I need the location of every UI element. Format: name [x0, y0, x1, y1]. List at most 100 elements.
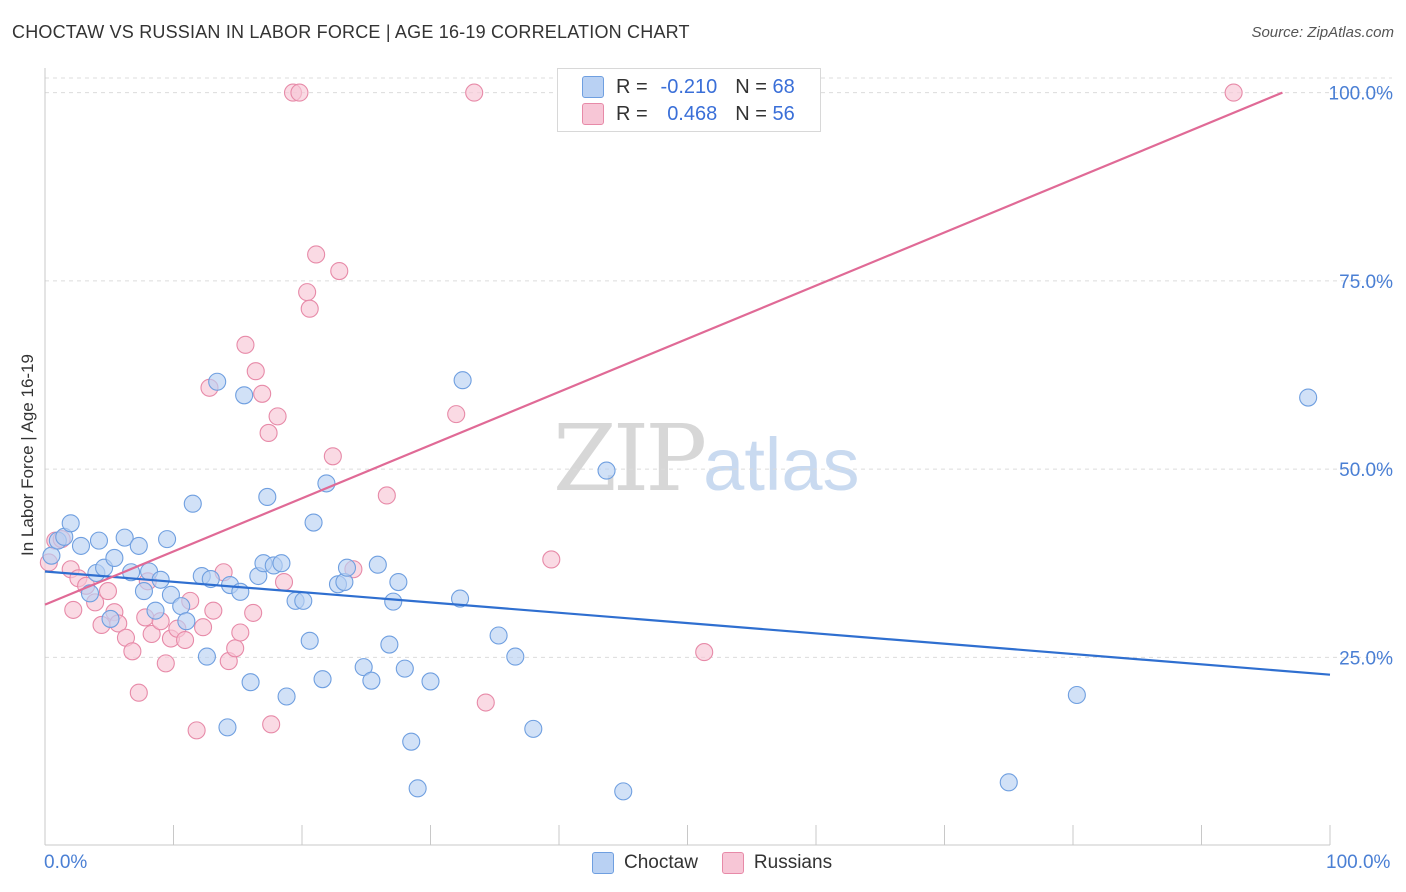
russians-point	[300, 299, 319, 318]
legend-r-label: R =	[616, 75, 648, 98]
russians-point	[298, 283, 317, 302]
choctaw-point	[197, 647, 216, 666]
choctaw-point	[218, 718, 237, 737]
choctaw-point	[134, 582, 153, 601]
choctaw-point	[300, 631, 319, 650]
choctaw-point	[408, 779, 427, 798]
russians-point	[447, 405, 466, 424]
russians-point	[290, 83, 309, 102]
russians-swatch	[582, 103, 604, 125]
choctaw-point	[208, 372, 227, 391]
russians-point	[259, 423, 278, 442]
russians-point	[204, 601, 223, 620]
choctaw-point	[506, 647, 525, 666]
russians-point	[123, 642, 142, 661]
russians-r-value: 0.468	[667, 102, 718, 125]
russians-point	[236, 335, 255, 354]
choctaw-point	[177, 612, 196, 631]
russians-n-value: 56	[772, 102, 795, 125]
choctaw-point	[354, 658, 373, 677]
russians-point	[465, 83, 484, 102]
choctaw-point	[451, 589, 470, 608]
choctaw-r-value: -0.210	[660, 75, 718, 98]
choctaw-point	[183, 494, 202, 513]
russians-point	[244, 603, 263, 622]
russians-point	[156, 654, 175, 673]
y-tick-label: 100.0%	[1329, 84, 1394, 105]
russians-point	[323, 447, 342, 466]
russians-trend-line	[44, 91, 1283, 606]
choctaw-point	[61, 514, 80, 533]
choctaw-point	[453, 371, 472, 390]
russians-point	[307, 245, 326, 264]
russians-point	[187, 721, 206, 740]
choctaw-point	[105, 548, 124, 567]
choctaw-point	[402, 732, 421, 751]
choctaw-point	[129, 536, 148, 555]
russians-point	[330, 262, 349, 281]
choctaw-point	[1299, 388, 1318, 407]
choctaw-point	[235, 386, 254, 405]
russians-legend-swatch	[721, 852, 744, 874]
chart-title: CHOCTAW VS RUSSIAN IN LABOR FORCE | AGE …	[12, 22, 690, 42]
choctaw-point	[421, 672, 440, 691]
choctaw-point	[304, 513, 323, 532]
russians-point	[142, 624, 161, 644]
choctaw-point	[999, 773, 1018, 792]
choctaw-point	[71, 536, 91, 555]
legend-n-label: N =	[735, 75, 767, 98]
choctaw-point	[368, 555, 387, 574]
legend-item-russians: Russians	[721, 852, 833, 874]
source-attribution: Source: ZipAtlas.com	[1251, 24, 1394, 41]
russians-point	[231, 623, 250, 642]
stats-legend: R = -0.210 N = 68 R = 0.468 N = 56	[557, 68, 821, 132]
x-axis-max-label: 100.0%	[1326, 852, 1391, 873]
choctaw-point	[384, 592, 403, 611]
russians-point	[695, 643, 714, 662]
choctaw-point	[614, 782, 633, 801]
choctaw-point	[1067, 685, 1086, 705]
choctaw-point	[272, 554, 291, 573]
choctaw-point	[362, 671, 381, 690]
choctaw-point	[89, 531, 109, 550]
choctaw-point	[389, 572, 408, 592]
choctaw-point	[597, 461, 616, 480]
y-tick-label: 50.0%	[1339, 460, 1393, 481]
legend-r-label: R =	[616, 102, 648, 125]
russians-point	[542, 550, 561, 569]
russians-point	[64, 600, 83, 619]
choctaw-point	[395, 659, 414, 678]
watermark-atlas: atlas	[703, 423, 860, 506]
choctaw-point	[294, 591, 313, 610]
legend-row-russians: R = 0.468 N = 56	[582, 102, 795, 126]
choctaw-trend-line	[44, 570, 1331, 676]
choctaw-point	[161, 585, 180, 604]
russians-point	[262, 715, 281, 734]
russians-point	[253, 384, 272, 403]
choctaw-point	[313, 670, 332, 689]
choctaw-point	[524, 719, 543, 738]
legend-n-label: N =	[735, 102, 767, 125]
russians-point	[176, 630, 195, 650]
russians-point	[98, 582, 118, 601]
series-legend: Choctaw Russians	[592, 852, 856, 874]
russians-point	[246, 362, 265, 381]
choctaw-point	[115, 528, 134, 547]
choctaw-point	[101, 609, 120, 628]
choctaw-legend-label: Choctaw	[624, 852, 698, 873]
choctaw-n-value: 68	[772, 75, 795, 98]
russians-point	[268, 407, 287, 426]
russians-point	[476, 693, 495, 712]
choctaw-point	[258, 487, 277, 507]
russians-legend-label: Russians	[753, 852, 833, 873]
russians-point	[274, 572, 294, 592]
russians-point	[129, 683, 148, 702]
russians-point	[1224, 83, 1243, 102]
choctaw-point	[241, 673, 260, 692]
choctaw-point	[489, 626, 508, 645]
choctaw-point	[337, 558, 357, 577]
russians-point	[226, 639, 245, 658]
y-tick-label: 25.0%	[1339, 648, 1393, 669]
choctaw-legend-swatch	[592, 852, 614, 874]
